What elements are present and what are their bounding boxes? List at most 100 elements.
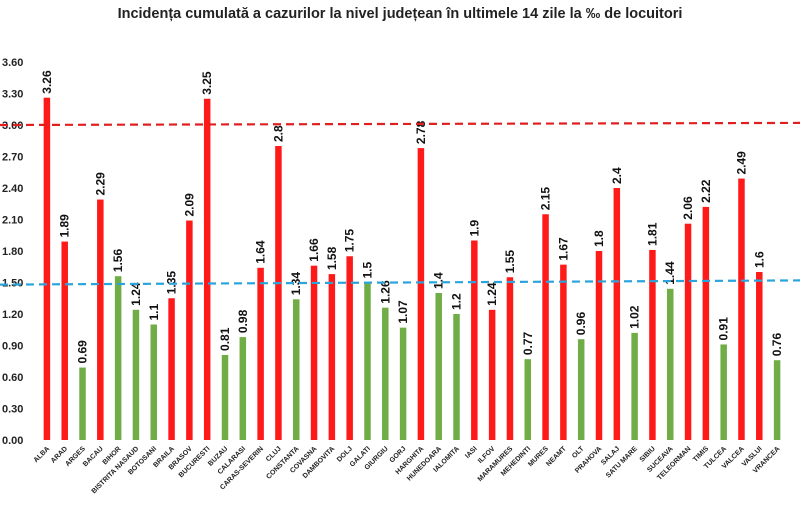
data-label: 1.24 bbox=[129, 282, 143, 306]
data-label: 1.81 bbox=[645, 222, 659, 246]
bar bbox=[399, 327, 407, 440]
data-label: 2.4 bbox=[610, 167, 624, 184]
bar bbox=[382, 307, 389, 440]
bar bbox=[435, 293, 442, 440]
bar bbox=[221, 354, 229, 440]
data-label: 2.29 bbox=[93, 172, 107, 196]
bar bbox=[631, 332, 638, 440]
bar bbox=[346, 256, 353, 440]
data-label: 1.02 bbox=[628, 305, 642, 329]
threshold-line-lower bbox=[0, 279, 800, 286]
bar bbox=[471, 240, 478, 440]
bar bbox=[506, 277, 514, 440]
bar bbox=[577, 339, 585, 440]
bar bbox=[61, 241, 68, 440]
bar bbox=[186, 220, 193, 440]
bar bbox=[292, 299, 300, 440]
x-tick-label: TELEORMAN bbox=[656, 445, 692, 481]
data-label: 1.6 bbox=[752, 251, 766, 268]
data-label: 1.34 bbox=[289, 272, 303, 296]
bar bbox=[79, 367, 86, 440]
y-tick-label: 2.70 bbox=[2, 152, 23, 164]
bar bbox=[666, 288, 674, 440]
data-label: 0.96 bbox=[574, 312, 588, 336]
bar bbox=[114, 276, 122, 440]
bar bbox=[720, 344, 727, 440]
data-label: 0.77 bbox=[521, 331, 535, 355]
x-tick-label: DAMBOVITA bbox=[302, 445, 337, 480]
y-tick-label: 1.20 bbox=[2, 309, 23, 321]
data-label: 1.5 bbox=[360, 261, 374, 278]
data-label: 0.76 bbox=[770, 333, 784, 357]
y-tick-label: 3.30 bbox=[2, 89, 23, 101]
data-label: 1.4 bbox=[432, 272, 446, 289]
data-label: 1.24 bbox=[485, 282, 499, 306]
bar bbox=[453, 314, 460, 440]
bar bbox=[150, 324, 158, 440]
y-tick-label: 1.80 bbox=[2, 246, 23, 258]
bar bbox=[738, 178, 745, 441]
data-label: 0.81 bbox=[218, 327, 232, 351]
y-tick-label: 3.00 bbox=[2, 120, 23, 132]
data-label: 2.15 bbox=[539, 187, 553, 211]
bar bbox=[239, 337, 247, 440]
bar bbox=[97, 199, 104, 440]
data-label: 1.35 bbox=[165, 271, 179, 295]
data-label: 1.58 bbox=[325, 246, 339, 270]
data-label: 2.09 bbox=[182, 193, 196, 217]
data-label: 1.67 bbox=[556, 237, 570, 261]
y-tick-label: 0.30 bbox=[2, 404, 23, 416]
data-label: 1.1 bbox=[147, 303, 161, 320]
data-label: 0.91 bbox=[717, 317, 731, 341]
bar bbox=[542, 214, 549, 440]
y-tick-label: 0.90 bbox=[2, 341, 23, 353]
bar bbox=[702, 206, 710, 440]
data-label: 1.07 bbox=[396, 300, 410, 324]
bar bbox=[756, 272, 763, 440]
data-label: 2.06 bbox=[681, 196, 695, 220]
y-tick-label: 1.50 bbox=[2, 278, 23, 290]
y-tick-label: 2.40 bbox=[2, 183, 23, 195]
chart-title: Incidența cumulată a cazurilor la nivel … bbox=[117, 6, 683, 22]
x-tick-label: NEAMT bbox=[545, 445, 568, 468]
bar bbox=[595, 251, 603, 440]
x-tick-label: OLT bbox=[571, 445, 586, 460]
data-label: 0.98 bbox=[236, 309, 250, 333]
data-label: 2.22 bbox=[699, 179, 713, 203]
data-label: 1.89 bbox=[58, 214, 72, 238]
bar bbox=[488, 309, 496, 440]
bar bbox=[613, 188, 621, 440]
x-tick-label: IASI bbox=[464, 445, 479, 460]
bar bbox=[649, 249, 656, 440]
bar bbox=[310, 265, 318, 440]
data-label: 2.8 bbox=[271, 125, 285, 142]
data-label: 3.25 bbox=[200, 71, 214, 95]
data-label: 1.2 bbox=[450, 293, 464, 310]
bar bbox=[773, 360, 781, 440]
data-label: 1.9 bbox=[467, 219, 481, 236]
bar bbox=[364, 282, 371, 440]
bar bbox=[560, 264, 567, 440]
bar bbox=[43, 97, 51, 440]
bar bbox=[203, 98, 211, 440]
bar bbox=[524, 359, 532, 440]
data-label: 3.26 bbox=[40, 70, 54, 94]
bar bbox=[257, 267, 264, 440]
data-label: 1.26 bbox=[378, 280, 392, 304]
data-label: 1.64 bbox=[254, 240, 268, 264]
y-tick-label: 2.10 bbox=[2, 215, 23, 227]
data-label: 1.66 bbox=[307, 238, 321, 262]
data-label: 1.55 bbox=[503, 250, 517, 274]
x-tick-label: ALBA bbox=[33, 445, 52, 464]
bar bbox=[275, 146, 282, 440]
y-tick-label: 0.00 bbox=[2, 435, 23, 447]
y-tick-label: 0.60 bbox=[2, 372, 23, 384]
data-label: 1.8 bbox=[592, 230, 606, 247]
data-label: 1.75 bbox=[343, 229, 357, 253]
bar bbox=[132, 309, 140, 440]
bar bbox=[168, 298, 175, 440]
bar bbox=[417, 148, 425, 440]
y-tick-label: 3.60 bbox=[2, 57, 23, 69]
